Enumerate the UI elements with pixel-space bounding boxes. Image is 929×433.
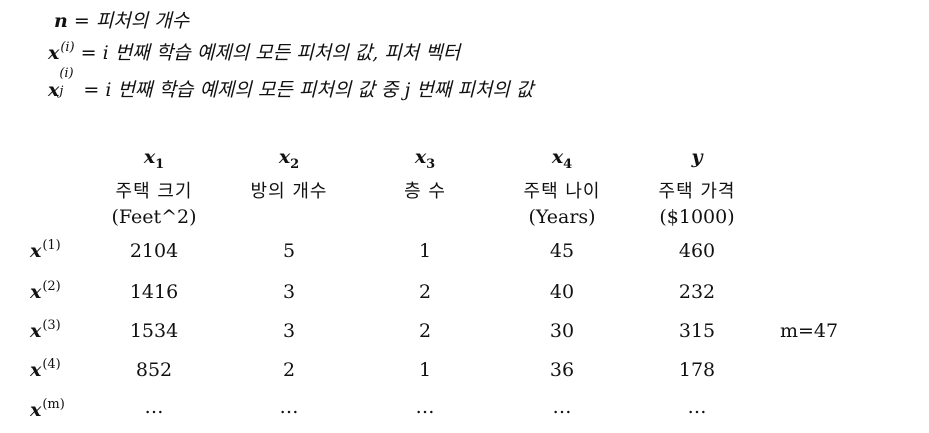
row-label-xm: x(m) [30,397,65,421]
table-cell: 315 [678,320,716,342]
row-label-x4: x(4) [30,357,61,381]
table-cell: 852 [135,359,173,381]
definition-n-text: = 피처의 개수 [67,10,190,32]
col-header-x1: x1 [143,146,165,172]
row-label-x1: x(1) [30,238,61,262]
table-cell: 2 [418,281,432,303]
subscript-j: j [59,84,64,99]
col-name-house-size: 주택 크기 [115,181,193,202]
table-cell-ellipsis: … [415,396,435,418]
row-label-x3: x(3) [30,318,61,342]
table-cell: 36 [549,359,575,381]
table-cell: 1 [418,240,432,262]
superscript-i: (i) [59,66,74,81]
definition-n: n = 피처의 개수 [54,12,189,31]
table-cell: 2 [418,320,432,342]
col-unit-years: (Years) [528,206,596,228]
table-cell: 40 [549,281,575,303]
col-header-x2: x2 [278,146,300,172]
table-cell: 1534 [129,320,179,342]
col-name-rooms: 방의 개수 [250,181,328,202]
definition-xij: x (i) j = i 번째 학습 예제의 모든 피처의 값 중 j 번째 피처의 … [48,67,534,101]
var-x: x [48,79,60,101]
table-cell: 2 [282,359,296,381]
table-cell-ellipsis: … [144,396,164,418]
table-cell: 178 [678,359,716,381]
col-name-house-price: 주택 가격 [658,181,736,202]
table-cell: 460 [678,240,716,262]
col-unit-dollars: ($1000) [659,206,735,228]
sample-count-note: m=47 [780,320,839,342]
col-name-floors: 층 수 [404,181,446,202]
col-header-x4: x4 [551,146,573,172]
table-cell: 1 [418,359,432,381]
table-cell: 45 [549,240,575,262]
col-header-x3: x3 [414,146,436,172]
table-cell: 30 [549,320,575,342]
col-name-house-age: 주택 나이 [523,181,601,202]
definition-xi-text: = i 번째 학습 예제의 모든 피처의 값, 피처 벡터 [74,42,461,64]
table-cell: 3 [282,281,296,303]
table-cell: 2104 [129,240,179,262]
table-cell: 1416 [129,281,179,303]
table-cell: 3 [282,320,296,342]
table-cell-ellipsis: … [552,396,572,418]
col-unit-feet2: (Feet^2) [111,206,197,228]
var-n: n [54,10,68,32]
superscript-i: (i) [60,40,75,55]
definition-xi: x(i) = i 번째 학습 예제의 모든 피처의 값, 피처 벡터 [48,41,461,64]
col-header-y: y [691,146,703,168]
var-x: x [48,42,60,64]
table-cell: 5 [282,240,296,262]
table-cell-ellipsis: … [687,396,707,418]
table-cell-ellipsis: … [279,396,299,418]
row-label-x2: x(2) [30,279,61,303]
definition-xij-text: = i 번째 학습 예제의 모든 피처의 값 중 j 번째 피처의 값 [77,79,534,101]
table-cell: 232 [678,281,716,303]
sup-sub-index: (i) j [59,67,77,99]
